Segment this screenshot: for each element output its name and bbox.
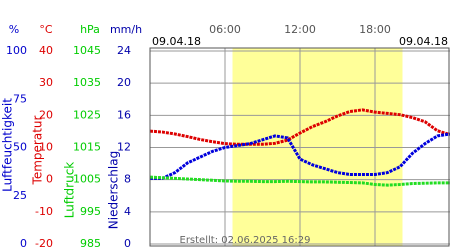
y-tick-label: 0 <box>20 237 27 250</box>
y-tick-label: 1045 <box>73 44 101 57</box>
series-line <box>149 175 450 187</box>
x-tick-label: 06:00 <box>209 23 241 36</box>
y-tick-label: 100 <box>6 44 27 57</box>
date-left: 09.04.18 <box>152 35 201 48</box>
y-tick-label: -10 <box>35 205 53 218</box>
y-tick-label: 24 <box>117 44 131 57</box>
x-tick-label: 12:00 <box>284 23 316 36</box>
axis-unit: hPa <box>80 23 100 36</box>
y-tick-label: 12 <box>117 141 131 154</box>
y-tick-label: -20 <box>35 237 53 250</box>
axis-title: Niederschlag <box>107 151 121 229</box>
plot-lines <box>149 108 450 187</box>
y-tick-label: 0 <box>124 237 131 250</box>
y-tick-label: 40 <box>39 44 53 57</box>
y-tick-label: 30 <box>39 76 53 89</box>
y-tick-label: 25 <box>13 189 27 202</box>
y-tick-label: 20 <box>117 76 131 89</box>
axis-unit: mm/h <box>110 23 142 36</box>
axis-title: Temperatur <box>31 115 45 185</box>
axis-title: Luftfeuchtigkeit <box>1 98 15 192</box>
y-tick-label: 50 <box>13 141 27 154</box>
y-tick-label: 4 <box>124 205 131 218</box>
plot-border <box>149 47 450 247</box>
created-note: Erstellt: 02.06.2025 16:29 <box>180 235 311 246</box>
y-tick-label: 985 <box>80 237 101 250</box>
date-right: 09.04.18 <box>399 35 448 48</box>
y-tick-label: 16 <box>117 108 131 121</box>
y-tick-label: 1005 <box>73 173 101 186</box>
y-tick-label: 10 <box>39 141 53 154</box>
y-tick-label: 75 <box>13 92 27 105</box>
axis-unit: °C <box>39 23 53 36</box>
y-tick-label: 1015 <box>73 141 101 154</box>
axis-title: Luftdruck <box>63 162 77 219</box>
y-tick-label: 20 <box>39 108 53 121</box>
axis-unit: % <box>9 23 19 36</box>
series-line <box>149 108 450 146</box>
y-tick-label: 995 <box>80 205 101 218</box>
plot-back <box>150 48 450 246</box>
y-tick-label: 1035 <box>73 76 101 89</box>
y-tick-label: 8 <box>124 173 131 186</box>
y-tick-label: 0 <box>46 173 53 186</box>
y-tick-label: 1025 <box>73 108 101 121</box>
x-tick-label: 18:00 <box>359 23 391 36</box>
